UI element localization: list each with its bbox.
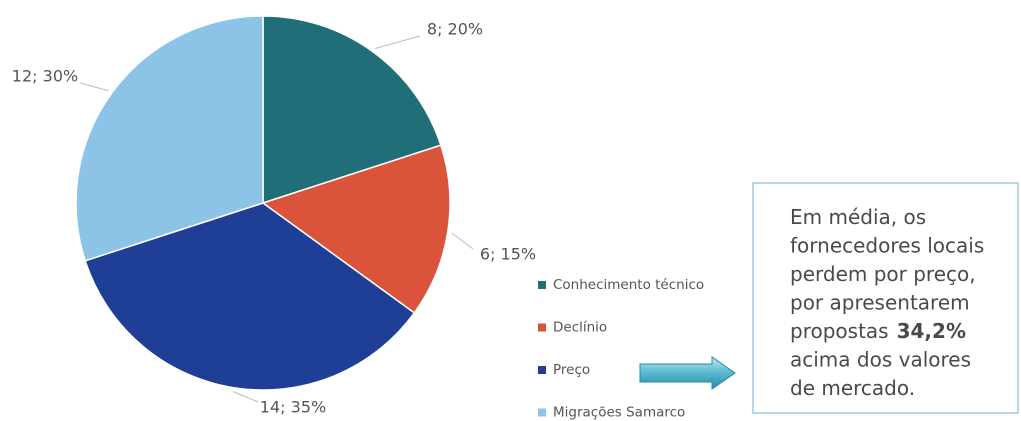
annotation-bold: 34,2%: [897, 319, 966, 343]
pie-slice: [84, 202, 416, 391]
leader-line: [79, 82, 109, 92]
pie-slice: [75, 15, 264, 262]
annotation: Em média, os fornecedores locais perdem po…: [790, 205, 984, 400]
annotation-line: de mercado.: [790, 376, 915, 400]
legend-label: Declínio: [553, 320, 607, 336]
annotation-line: acima dos valores: [790, 347, 971, 371]
legend-label: Preço: [553, 362, 590, 378]
legend-swatch: [538, 408, 546, 417]
annotation-line: perdem por preço,: [790, 262, 976, 286]
leader-line: [451, 232, 474, 250]
annotation-line: Em média, os: [790, 205, 926, 229]
leader-line: [375, 35, 421, 49]
data-label: 14; 35%: [260, 398, 326, 417]
annotation-box: [752, 182, 1019, 414]
pie-slice: [262, 15, 442, 205]
legend-label: Conhecimento técnico: [553, 277, 704, 293]
annotation-line: fornecedores locais: [790, 233, 984, 257]
data-label: 12; 30%: [12, 67, 78, 86]
legend: Conhecimento técnico Declínio Preço Migraçõ…: [538, 277, 704, 421]
arrow: [639, 356, 736, 390]
data-label: 6; 15%: [480, 245, 536, 264]
legend-swatch: [538, 323, 546, 332]
pie: 8; 20% 6; 15% 14; 35% 12; 30%: [12, 15, 536, 417]
pie-slice: [261, 144, 451, 314]
data-label: 8; 20%: [427, 20, 483, 39]
leader-line: [232, 391, 259, 403]
annotation-line: propostas: [790, 319, 889, 343]
legend-swatch: [538, 281, 546, 289]
legend-swatch: [538, 366, 546, 374]
legend-label: Migrações Samarco: [553, 405, 685, 421]
annotation-line: por apresentarem: [790, 290, 970, 314]
